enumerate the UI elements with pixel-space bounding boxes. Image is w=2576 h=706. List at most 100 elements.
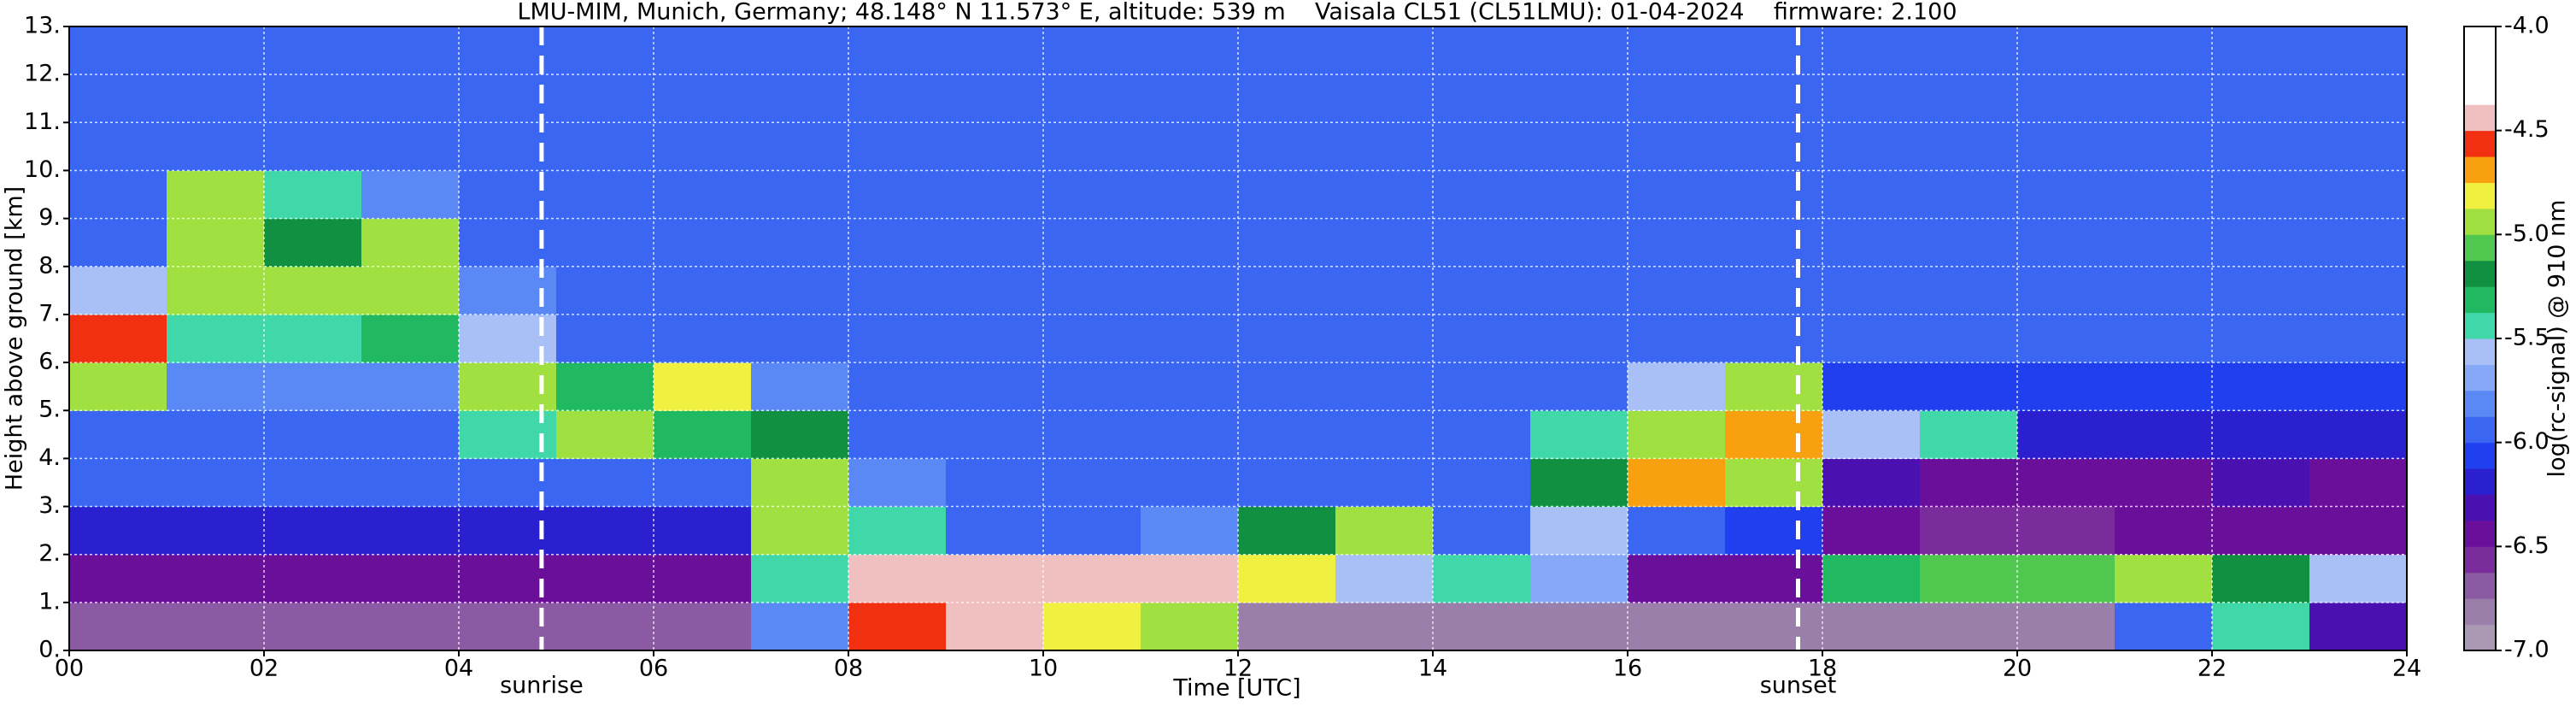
colorbar-swatch <box>2464 130 2496 157</box>
heatmap-cell <box>1822 458 1921 508</box>
heatmap-cell <box>361 410 460 459</box>
heatmap-cell <box>1238 170 1336 220</box>
heatmap-cell <box>1043 362 1141 411</box>
heatmap-cell <box>2212 506 2310 556</box>
heatmap-cell <box>69 506 167 556</box>
colorbar-swatch <box>2464 598 2496 626</box>
heatmap-cell <box>751 314 849 363</box>
y-axis-label: Height above ground [km] <box>2 186 28 491</box>
heatmap-cell <box>2212 458 2310 508</box>
heatmap-cell <box>1043 410 1141 459</box>
heatmap-cell <box>361 362 460 411</box>
heatmap-cell <box>654 362 752 411</box>
heatmap-cell <box>2017 362 2115 411</box>
heatmap-cell <box>1920 362 2018 411</box>
heatmap-cell <box>2309 410 2408 459</box>
heatmap-cell <box>2212 266 2310 315</box>
y-tick-label: 1. <box>38 588 61 615</box>
heatmap <box>69 26 2408 651</box>
heatmap-cell <box>2309 266 2408 315</box>
heatmap-cell <box>2115 218 2213 268</box>
heatmap-cell <box>1141 218 1239 268</box>
x-tick-label: 24 <box>2392 656 2421 682</box>
heatmap-cell <box>1238 362 1336 411</box>
heatmap-cell <box>1530 554 1628 603</box>
heatmap-cell <box>946 602 1044 651</box>
heatmap-cell <box>2017 602 2115 651</box>
heatmap-cell <box>1530 410 1628 459</box>
heatmap-cell <box>848 266 947 315</box>
colorbar-swatch <box>2464 546 2496 574</box>
heatmap-cell <box>264 26 362 75</box>
colorbar-swatch <box>2464 338 2496 365</box>
heatmap-cell <box>2212 122 2310 171</box>
colorbar-swatch <box>2464 286 2496 314</box>
y-tick-label: 4. <box>38 444 61 471</box>
heatmap-cell <box>1920 26 2018 75</box>
heatmap-cell <box>1628 458 1726 508</box>
heatmap-cell <box>1141 362 1239 411</box>
heatmap-cell <box>1043 26 1141 75</box>
heatmap-cell <box>361 218 460 268</box>
heatmap-cell <box>361 458 460 508</box>
heatmap-cell <box>1725 362 1823 411</box>
heatmap-cell <box>1043 218 1141 268</box>
heatmap-cell <box>751 218 849 268</box>
heatmap-cell <box>1725 314 1823 363</box>
heatmap-cell <box>2017 74 2115 123</box>
heatmap-cell <box>69 410 167 459</box>
heatmap-cell <box>1238 602 1336 651</box>
colorbar-tick-label: -4.0 <box>2504 13 2550 39</box>
heatmap-cell <box>556 602 654 651</box>
heatmap-cell <box>361 602 460 651</box>
heatmap-cell <box>264 458 362 508</box>
y-tick-label: 13. <box>24 13 61 39</box>
heatmap-cell <box>167 506 265 556</box>
heatmap-cell <box>69 314 167 363</box>
heatmap-cell <box>654 602 752 651</box>
heatmap-cell <box>654 314 752 363</box>
colorbar-swatch <box>2464 104 2496 132</box>
heatmap-cell <box>1530 458 1628 508</box>
heatmap-cell <box>1433 602 1531 651</box>
x-tick-label: 20 <box>2003 656 2032 682</box>
heatmap-cell <box>1433 506 1531 556</box>
heatmap-cell <box>1628 170 1726 220</box>
x-tick-label: 12 <box>1223 656 1253 682</box>
heatmap-cell <box>361 74 460 123</box>
heatmap-cell <box>751 266 849 315</box>
y-tick-label: 7. <box>38 300 61 327</box>
heatmap-cell <box>2212 170 2310 220</box>
heatmap-cell <box>1822 314 1921 363</box>
heatmap-cell <box>1238 554 1336 603</box>
heatmap-cell <box>848 458 947 508</box>
heatmap-cell <box>69 602 167 651</box>
heatmap-cell <box>2115 362 2213 411</box>
heatmap-cell <box>264 506 362 556</box>
heatmap-cell <box>751 506 849 556</box>
heatmap-cell <box>1238 506 1336 556</box>
heatmap-cell <box>2115 314 2213 363</box>
heatmap-cell <box>1043 458 1141 508</box>
colorbar-swatch <box>2464 416 2496 444</box>
heatmap-cell <box>1920 554 2018 603</box>
y-tick-label: 11. <box>24 109 61 135</box>
heatmap-cell <box>69 74 167 123</box>
heatmap-cell <box>167 410 265 459</box>
heatmap-cell <box>1335 266 1434 315</box>
heatmap-cell <box>1043 602 1141 651</box>
heatmap-cell <box>556 554 654 603</box>
heatmap-cell <box>946 218 1044 268</box>
heatmap-cell <box>1335 602 1434 651</box>
heatmap-cell <box>1628 554 1726 603</box>
heatmap-cell <box>1530 218 1628 268</box>
y-tick-label: 6. <box>38 349 61 375</box>
colorbar-tick-label: -6.0 <box>2504 428 2550 455</box>
heatmap-cell <box>1822 506 1921 556</box>
heatmap-cell <box>1725 218 1823 268</box>
heatmap-cell <box>1920 170 2018 220</box>
heatmap-cell <box>1238 218 1336 268</box>
heatmap-cell <box>751 26 849 75</box>
heatmap-cell <box>1920 410 2018 459</box>
heatmap-cell <box>848 554 947 603</box>
